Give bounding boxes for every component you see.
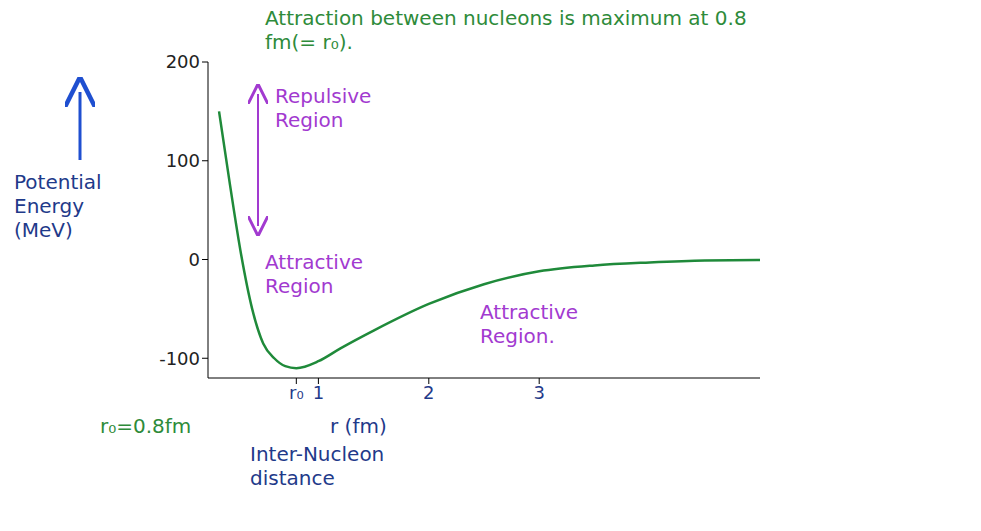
- svg-text:100: 100: [166, 150, 200, 171]
- html-text:Attractive Region: Attractive Region: [265, 250, 363, 298]
- svg-text:200: 200: [166, 51, 200, 72]
- svg-text:-100: -100: [159, 348, 200, 369]
- svg-text:1: 1: [313, 382, 324, 403]
- html-text:r (fm): r (fm): [330, 414, 387, 438]
- svg-text:r₀: r₀: [289, 382, 304, 403]
- html-text:r₀=0.8fm: r₀=0.8fm: [100, 414, 192, 438]
- html-text:Potential Energy (MeV): Potential Energy (MeV): [14, 170, 102, 242]
- svg-text:3: 3: [533, 382, 544, 403]
- svg-text:0: 0: [189, 249, 200, 270]
- html-text:Attractive Region.: Attractive Region.: [480, 300, 578, 348]
- html-text:Attraction between nucleons is: Attraction between nucleons is maximum a…: [265, 6, 747, 54]
- html-text:Inter-Nucleon distance: Inter-Nucleon distance: [250, 442, 385, 490]
- svg-text:2: 2: [423, 382, 434, 403]
- html-text:Repulsive Region: Repulsive Region: [275, 84, 372, 132]
